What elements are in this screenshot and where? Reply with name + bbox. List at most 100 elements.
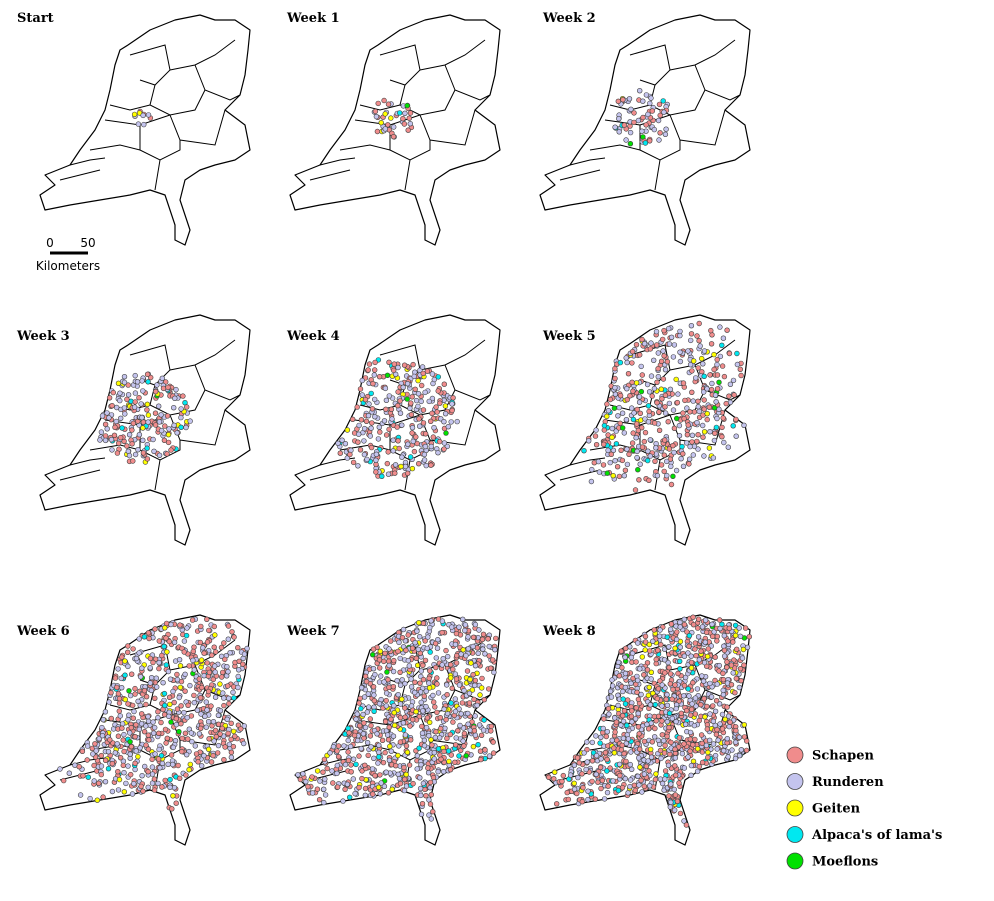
outbreak-dot <box>204 660 210 666</box>
outbreak-dot <box>365 412 372 419</box>
outbreak-dot <box>335 754 342 760</box>
outbreak-dot <box>337 450 343 456</box>
outbreak-dot <box>605 783 611 789</box>
outbreak-dot <box>465 646 472 652</box>
outbreak-dot <box>115 691 122 697</box>
outbreak-dot <box>121 789 128 795</box>
outbreak-dot <box>461 743 467 749</box>
outbreak-dot <box>589 778 595 785</box>
outbreak-dot <box>109 447 115 453</box>
outbreak-dot <box>634 454 640 461</box>
outbreak-dot <box>479 685 485 691</box>
outbreak-dot <box>595 458 602 465</box>
outbreak-dot <box>486 643 492 650</box>
outbreak-dot <box>401 362 408 368</box>
outbreak-dot <box>448 661 454 668</box>
outbreak-dot <box>165 439 172 446</box>
outbreak-dot <box>96 735 102 742</box>
outbreak-dot <box>434 681 440 687</box>
outbreak-dot <box>102 779 109 785</box>
province-border <box>319 157 356 166</box>
outbreak-dot <box>386 757 393 764</box>
outbreak-dot <box>115 380 122 387</box>
outbreak-dot <box>368 444 375 451</box>
outbreak-dot <box>210 676 217 683</box>
outbreak-dot <box>635 117 642 124</box>
outbreak-dot <box>240 661 246 667</box>
outbreak-dot <box>727 381 734 388</box>
panel-title: Week 8 <box>542 624 596 639</box>
outbreak-dot <box>370 646 377 652</box>
outbreak-dot <box>399 696 405 702</box>
outbreak-dot <box>687 361 694 368</box>
outbreak-dot <box>195 759 201 765</box>
outbreak-dot <box>728 681 735 688</box>
outbreak-dot <box>593 427 599 433</box>
outbreak-dot <box>705 646 712 652</box>
outbreak-dot <box>717 353 724 360</box>
outbreak-dot <box>709 633 716 640</box>
outbreak-dot <box>314 786 321 792</box>
outbreak-dot <box>420 708 426 714</box>
outbreak-dot <box>638 691 644 698</box>
province-border <box>169 109 226 146</box>
outbreak-dot <box>615 787 622 794</box>
outbreak-dot <box>150 436 156 443</box>
outbreak-dot <box>438 756 444 763</box>
outbreak-dot <box>85 774 91 780</box>
outbreak-dot <box>700 422 706 429</box>
outbreak-dot <box>407 110 414 116</box>
outbreak-dot <box>631 119 637 126</box>
outbreak-dot <box>419 382 425 389</box>
outbreak-dot <box>363 678 370 685</box>
outbreak-dot <box>433 404 439 410</box>
outbreak-dot <box>648 669 655 675</box>
outbreak-dot <box>634 406 640 413</box>
outbreak-dot <box>381 783 388 790</box>
outbreak-dot <box>419 723 425 730</box>
outbreak-dot <box>161 437 168 444</box>
outbreak-dot <box>104 410 110 416</box>
outbreak-dot <box>166 638 173 645</box>
outbreak-dot <box>420 420 427 426</box>
outbreak-dot <box>208 703 214 709</box>
outbreak-dot <box>383 703 390 709</box>
outbreak-dot <box>114 450 121 456</box>
outbreak-dot <box>653 656 659 663</box>
outbreak-dot <box>132 451 139 458</box>
outbreak-dot <box>655 350 662 356</box>
outbreak-dot <box>575 774 581 781</box>
outbreak-dot <box>170 793 176 799</box>
outbreak-dot <box>635 710 641 717</box>
outbreak-dot <box>121 373 128 380</box>
outbreak-dot <box>140 437 146 444</box>
outbreak-dot <box>635 755 642 761</box>
outbreak-dot <box>76 764 82 770</box>
outbreak-dot <box>392 470 398 476</box>
outbreak-dot <box>733 416 739 423</box>
outbreak-dot <box>345 737 351 744</box>
outbreak-dot <box>624 461 631 468</box>
outbreak-dot <box>630 430 636 436</box>
outbreak-dot <box>694 419 700 426</box>
outbreak-dot <box>664 733 670 740</box>
outbreak-dot <box>639 444 646 450</box>
outbreak-dot <box>696 763 703 770</box>
outbreak-dot <box>334 784 341 790</box>
outbreak-dot <box>121 405 128 411</box>
outbreak-dot <box>714 415 720 422</box>
outbreak-dot <box>641 438 648 445</box>
outbreak-dot <box>609 737 615 744</box>
outbreak-dot <box>141 728 148 735</box>
outbreak-dot <box>176 694 182 701</box>
outbreak-dot <box>193 751 200 757</box>
outbreak-dot <box>334 762 340 769</box>
outbreak-dot <box>339 437 345 443</box>
outbreak-dot <box>387 638 394 644</box>
outbreak-dot <box>377 673 384 679</box>
outbreak-dot <box>449 401 455 407</box>
outbreak-dot <box>624 722 630 729</box>
outbreak-dot <box>642 639 649 645</box>
outbreak-dot <box>155 403 162 409</box>
outbreak-dot <box>693 375 699 381</box>
